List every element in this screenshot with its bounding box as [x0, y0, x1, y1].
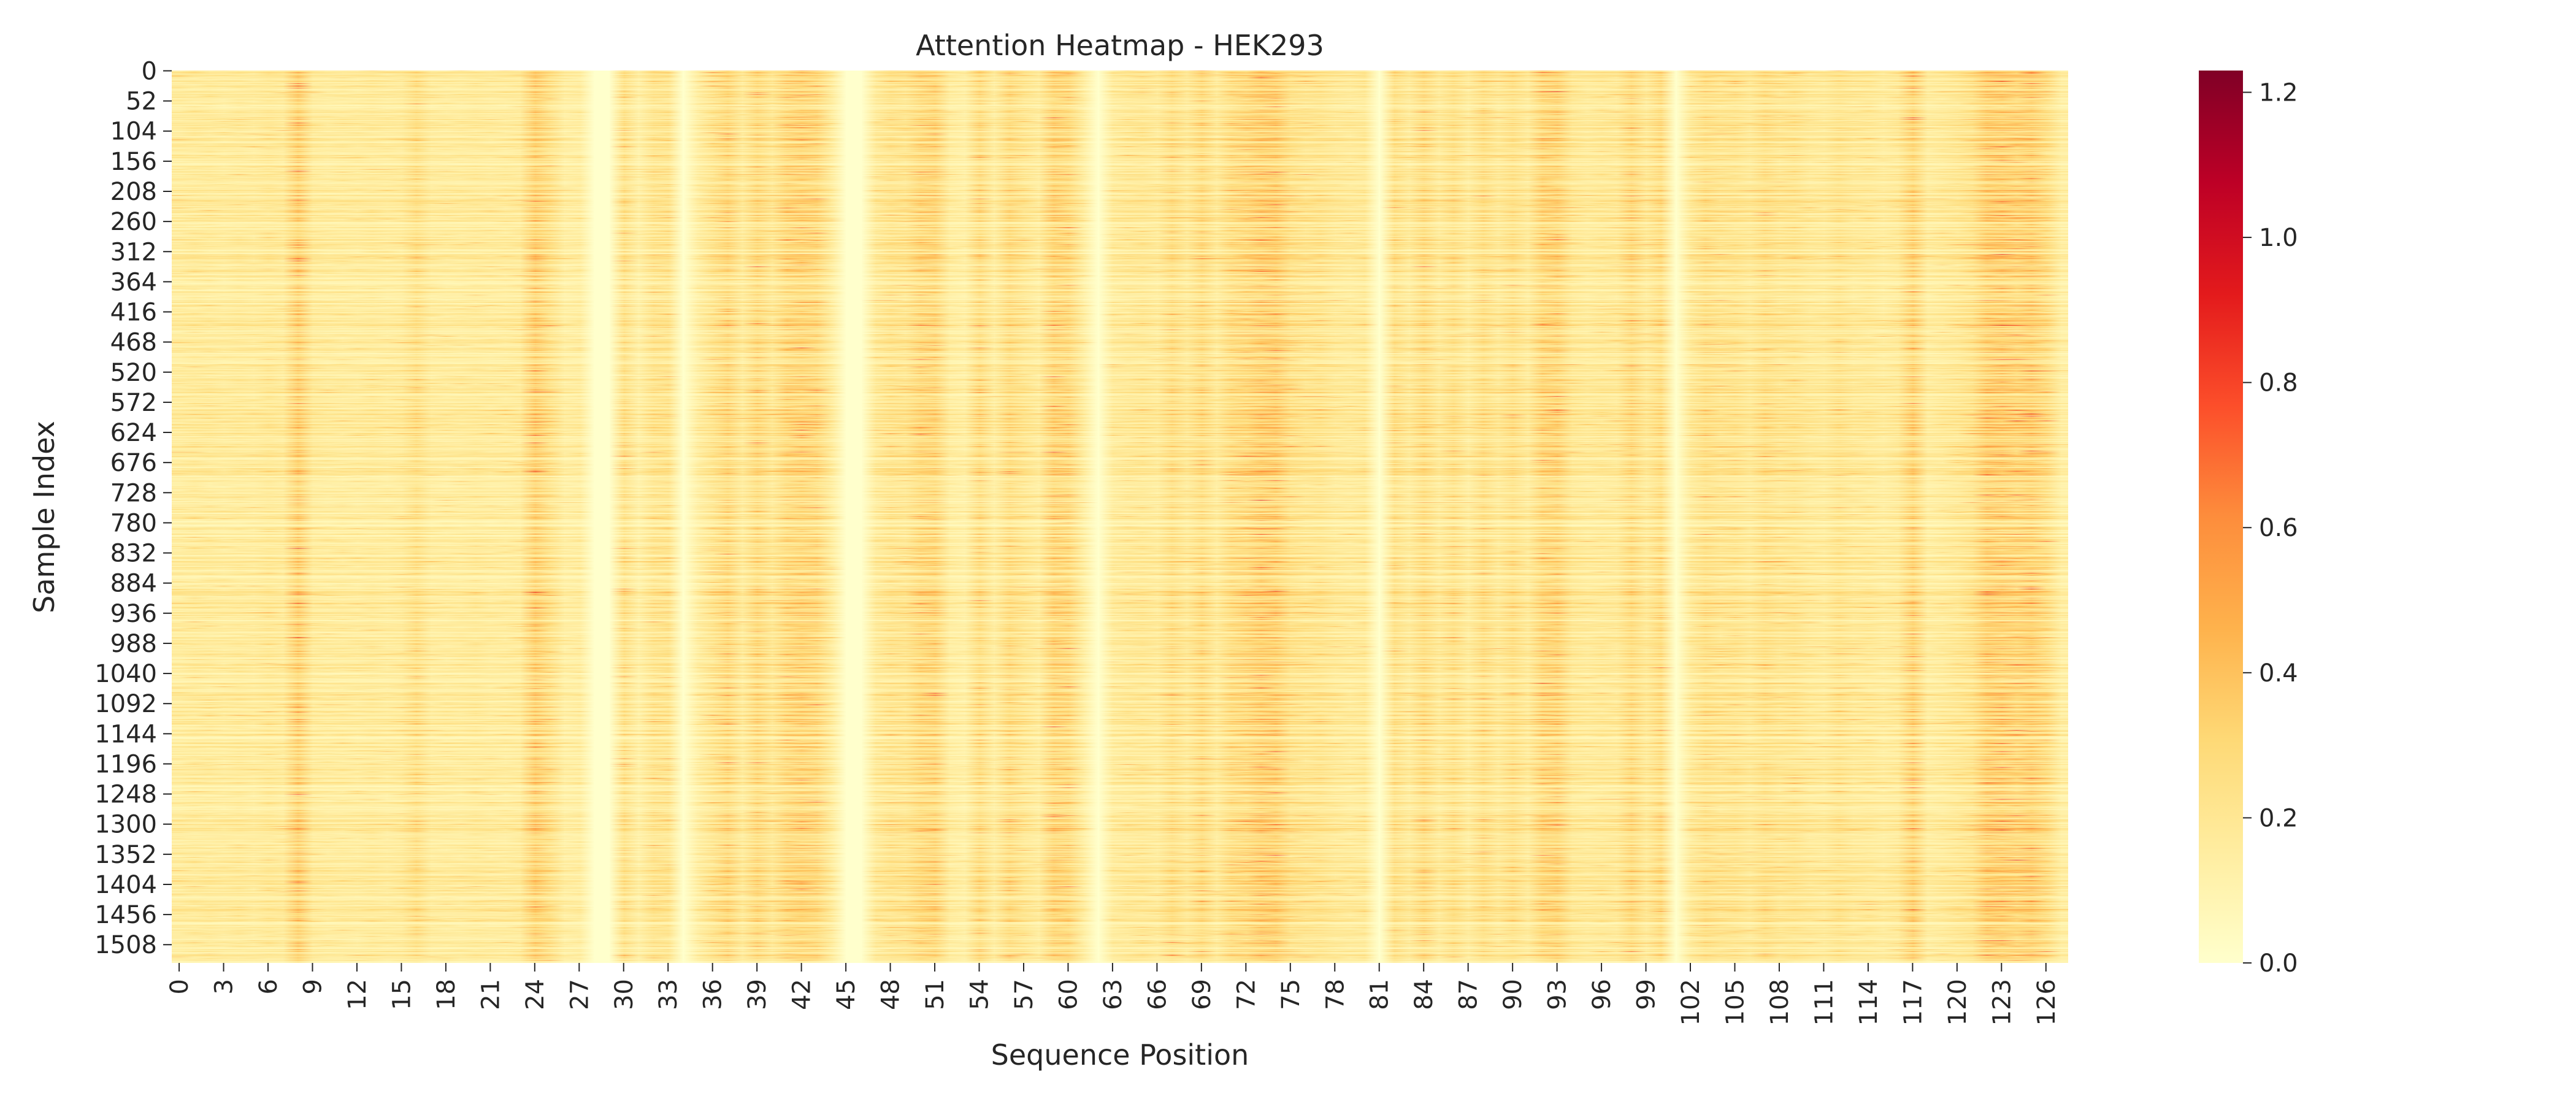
colorbar-tick-label: 1.2 [2259, 79, 2298, 107]
y-tick-label: 416 [110, 299, 157, 327]
x-tick-label: 123 [1988, 979, 2016, 1025]
x-tick-label: 96 [1588, 979, 1616, 1010]
x-tick-label: 33 [654, 979, 683, 1010]
y-axis-ticks: 0521041562082603123644164685205726246767… [94, 57, 172, 959]
y-tick-label: 312 [110, 238, 157, 266]
y-tick-label: 0 [142, 57, 157, 85]
x-axis-label: Sequence Position [991, 1038, 1249, 1071]
x-tick-label: 0 [166, 979, 194, 994]
y-tick-label: 52 [126, 88, 157, 116]
y-tick-label: 936 [110, 600, 157, 628]
chart-title: Attention Heatmap - HEK293 [916, 29, 1324, 62]
x-tick-label: 63 [1099, 979, 1127, 1010]
colorbar-ticks: 0.0 0.2 0.4 0.6 0.8 1.0 1.2 [2243, 79, 2298, 978]
x-tick-label: 126 [2033, 979, 2061, 1025]
x-tick-label: 27 [565, 979, 594, 1010]
x-tick-label: 72 [1232, 979, 1260, 1010]
colorbar-tick-label: 0.2 [2259, 804, 2298, 832]
y-tick-label: 156 [110, 148, 157, 176]
y-tick-label: 1196 [94, 750, 157, 778]
x-tick-label: 39 [743, 979, 772, 1010]
y-tick-label: 780 [110, 509, 157, 537]
colorbar-tick-label: 1.0 [2259, 224, 2298, 252]
x-tick-label: 9 [299, 979, 327, 994]
colorbar [2199, 71, 2243, 963]
y-tick-label: 728 [110, 479, 157, 507]
y-tick-label: 1300 [94, 811, 157, 839]
heatmap-plot-area [172, 71, 2068, 963]
x-tick-label: 21 [477, 979, 505, 1010]
colorbar-tick-label: 0.6 [2259, 514, 2298, 542]
y-tick-label: 1508 [94, 931, 157, 959]
x-tick-label: 117 [1899, 979, 1927, 1025]
y-tick-label: 520 [110, 359, 157, 387]
y-tick-label: 1456 [94, 901, 157, 929]
y-tick-label: 468 [110, 329, 157, 357]
y-tick-label: 624 [110, 419, 157, 447]
x-tick-label: 18 [432, 979, 461, 1010]
x-tick-label: 102 [1677, 979, 1705, 1025]
x-tick-label: 90 [1499, 979, 1527, 1010]
x-tick-label: 36 [699, 979, 727, 1010]
x-tick-label: 120 [1944, 979, 1972, 1025]
x-tick-label: 105 [1721, 979, 1749, 1025]
heatmap-cells [172, 71, 2068, 963]
y-tick-label: 104 [110, 118, 157, 146]
x-tick-label: 108 [1766, 979, 1794, 1025]
y-tick-label: 1040 [94, 660, 157, 688]
x-tick-label: 42 [788, 979, 816, 1010]
y-tick-label: 1352 [94, 841, 157, 869]
x-tick-label: 81 [1366, 979, 1394, 1010]
y-tick-label: 208 [110, 178, 157, 206]
x-tick-label: 45 [832, 979, 861, 1010]
x-tick-label: 93 [1544, 979, 1572, 1010]
y-tick-label: 1144 [94, 720, 157, 748]
x-tick-label: 48 [877, 979, 905, 1010]
y-tick-label: 572 [110, 389, 157, 417]
x-tick-label: 78 [1321, 979, 1349, 1010]
x-tick-label: 111 [1810, 979, 1838, 1025]
x-tick-label: 57 [1010, 979, 1038, 1010]
x-tick-label: 66 [1143, 979, 1171, 1010]
x-axis-ticks: 0 3 6 9 12 15 18 21 24 27 30 33 36 39 42 45 48 51 54 57 60 63… [166, 963, 2061, 1025]
x-tick-label: 12 [343, 979, 372, 1010]
x-tick-label: 87 [1455, 979, 1483, 1010]
y-axis-label: Sample Index [28, 421, 61, 613]
y-tick-label: 1404 [94, 871, 157, 899]
x-tick-label: 24 [521, 979, 550, 1010]
x-tick-label: 69 [1188, 979, 1216, 1010]
x-tick-label: 3 [210, 979, 239, 994]
x-tick-label: 99 [1633, 979, 1661, 1010]
y-tick-label: 260 [110, 208, 157, 236]
x-tick-label: 114 [1855, 979, 1883, 1025]
x-tick-label: 51 [921, 979, 949, 1010]
x-tick-label: 84 [1410, 979, 1438, 1010]
colorbar-tick-label: 0.8 [2259, 369, 2298, 397]
x-tick-label: 75 [1277, 979, 1305, 1010]
y-tick-label: 364 [110, 268, 157, 296]
x-tick-label: 54 [966, 979, 994, 1010]
x-tick-label: 30 [610, 979, 638, 1010]
y-tick-label: 988 [110, 630, 157, 658]
y-tick-label: 884 [110, 570, 157, 598]
colorbar-tick-label: 0.4 [2259, 659, 2298, 688]
y-tick-label: 1248 [94, 781, 157, 809]
x-tick-label: 6 [255, 979, 283, 994]
y-tick-label: 1092 [94, 690, 157, 718]
colorbar-tick-label: 0.0 [2259, 949, 2298, 978]
x-tick-label: 15 [388, 979, 416, 1010]
y-tick-label: 676 [110, 449, 157, 477]
x-tick-label: 60 [1054, 979, 1083, 1010]
y-tick-label: 832 [110, 540, 157, 568]
